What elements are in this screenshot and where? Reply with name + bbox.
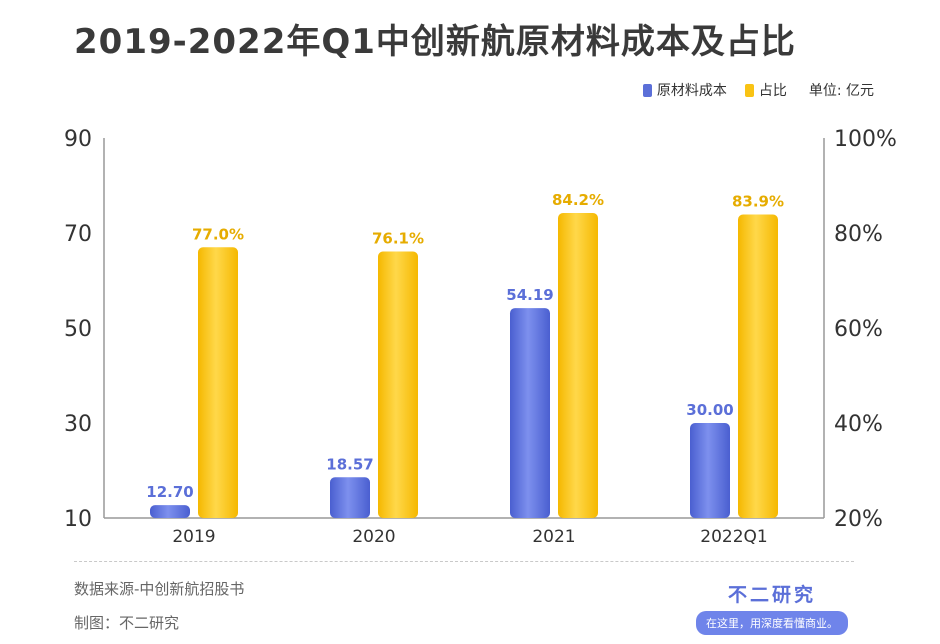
y-left-tick-label: 50 (64, 317, 92, 342)
data-label-ratio: 77.0% (192, 225, 244, 243)
x-tick-label: 2020 (352, 527, 395, 547)
y-right-tick-label: 60% (834, 317, 883, 342)
legend: 原材料成本 占比 单位: 亿元 (625, 80, 874, 100)
data-labels: 2019 12.70 77.0% 2020 18.57 76.1% 2021 54.19 84.… (146, 191, 784, 547)
data-label-cost: 30.00 (686, 401, 733, 419)
unit-label: 单位: 亿元 (808, 83, 874, 99)
bar-chart: 10 30 50 70 90 20% 40% 60% 80% 100% 2019 12.70 77.0… (64, 127, 897, 547)
y-right-tick-label: 40% (834, 412, 883, 437)
legend-label-cost: 原材料成本 (656, 83, 727, 99)
x-tick-label: 2021 (532, 527, 575, 547)
legend-swatch-ratio (744, 83, 754, 97)
axes: 10 30 50 70 90 20% 40% 60% 80% 100% (64, 127, 897, 532)
footer-divider (74, 561, 854, 562)
bar-cost (330, 477, 370, 518)
brand-logo: 不二研究 在这里，用深度看懂商业。 (684, 580, 860, 635)
source-note: 数据来源-中创新航招股书 (74, 580, 245, 598)
data-label-cost: 18.57 (326, 455, 373, 473)
bar-ratio (558, 213, 598, 519)
y-right-tick-label: 100% (834, 127, 897, 152)
x-tick-label: 2022Q1 (700, 527, 767, 547)
y-right-tick-label: 80% (834, 222, 883, 247)
bar-ratio (738, 214, 778, 518)
bar-cost (510, 308, 550, 518)
legend-item-cost: 原材料成本 (642, 80, 727, 100)
legend-label-ratio: 占比 (758, 83, 787, 99)
legend-swatch-cost (642, 83, 652, 97)
y-left-tick-label: 70 (64, 222, 92, 247)
y-left-tick-label: 10 (64, 507, 92, 532)
y-left-tick-label: 90 (64, 127, 92, 152)
bar-ratio (378, 251, 418, 518)
y-left-tick-label: 30 (64, 412, 92, 437)
y-right-tick-label: 20% (834, 507, 883, 532)
brand-name: 不二研究 (727, 584, 816, 606)
data-label-cost: 12.70 (146, 483, 193, 501)
brand-slogan: 在这里，用深度看懂商业。 (696, 611, 848, 635)
data-label-ratio: 84.2% (552, 191, 604, 209)
legend-item-ratio: 占比 (744, 80, 787, 100)
bars (150, 213, 778, 519)
maker-note: 制图：不二研究 (74, 614, 180, 632)
chart-title: 2019-2022年Q1中创新航原材料成本及占比 (74, 22, 796, 62)
data-label-ratio: 83.9% (732, 192, 784, 210)
x-tick-label: 2019 (172, 527, 215, 547)
data-label-cost: 54.19 (506, 286, 553, 304)
bar-cost (690, 423, 730, 518)
bar-cost (150, 505, 190, 518)
bar-ratio (198, 247, 238, 518)
data-label-ratio: 76.1% (372, 230, 424, 248)
